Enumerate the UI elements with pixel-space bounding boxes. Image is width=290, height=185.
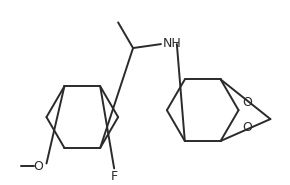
Text: O: O [242,121,252,134]
Text: NH: NH [163,37,182,50]
Text: F: F [110,170,118,183]
Text: O: O [242,96,252,109]
Text: O: O [34,160,44,173]
